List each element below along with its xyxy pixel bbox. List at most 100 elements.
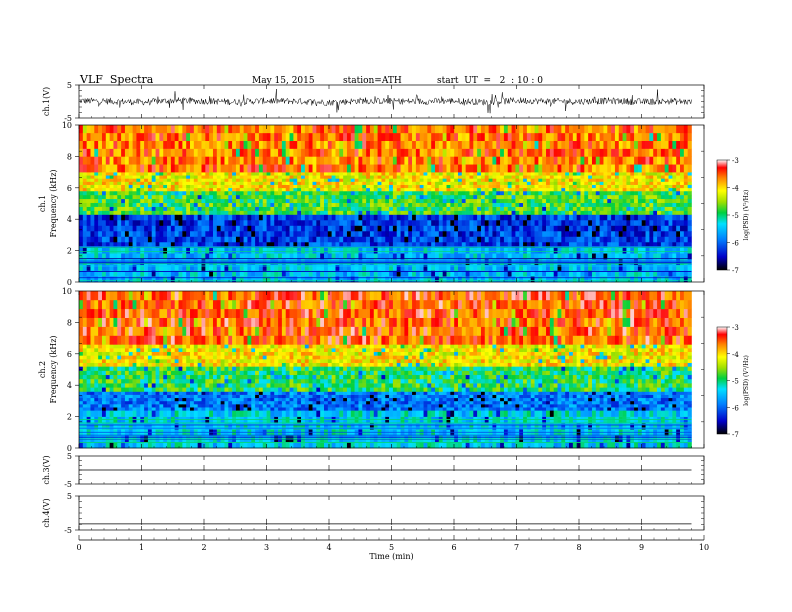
- ch1-spec-cell: [599, 247, 604, 254]
- ch1-spec-cell: [243, 206, 248, 211]
- ch1-spec-cell: [396, 172, 401, 176]
- ch1-spec-cell: [400, 206, 405, 211]
- ch1-spec-cell: [683, 181, 688, 185]
- ch1-spec-cell: [415, 241, 421, 248]
- ch1-spec-cell: [576, 206, 581, 211]
- ch1-spec-cell: [270, 132, 275, 141]
- ch1-spec-cell: [641, 187, 646, 192]
- ch1-spec-cell: [492, 219, 497, 226]
- ch1-spec-cell: [515, 198, 520, 204]
- ch1-spec-cell: [561, 202, 566, 207]
- ch1-spec-cell: [569, 230, 574, 237]
- ch1-spec-cell: [496, 264, 501, 271]
- ch1-spec-cell: [653, 276, 658, 283]
- ch1-spec-cell: [281, 184, 287, 189]
- ch1-spec-cell: [653, 210, 658, 215]
- ch1-spec-cell: [343, 172, 348, 176]
- ch1-spec-cell: [301, 202, 306, 207]
- ch1-spec-cell: [155, 264, 160, 271]
- ch1-spec-cell: [132, 184, 137, 189]
- ch1-spec-cell: [186, 184, 191, 189]
- ch1-spec-cell: [442, 164, 447, 173]
- ch1-spec-cell: [557, 125, 562, 134]
- ch1-spec-cell: [454, 172, 459, 176]
- ch1-spec-cell: [251, 156, 256, 165]
- ch1-spec-cell: [159, 172, 164, 176]
- ch1-spec-cell: [98, 219, 103, 226]
- ch1-spec-cell: [534, 178, 539, 182]
- ch1-spec-cell: [186, 219, 191, 226]
- ch1-spec-cell: [190, 202, 195, 207]
- ch1-spec-cell: [557, 190, 562, 196]
- ch1-spec-cell: [653, 253, 658, 260]
- ch1-spec-cell: [553, 178, 558, 182]
- ch1-spec-cell: [618, 236, 623, 243]
- ch1-spec-cell: [423, 236, 428, 243]
- ch1-spec-cell: [404, 210, 409, 215]
- ch1-spec-cell: [82, 187, 87, 192]
- ch1-spec-cell: [354, 172, 359, 176]
- ch1-spec-cell: [488, 187, 493, 192]
- ch1-spec-cell: [515, 225, 520, 232]
- ch1-spec-cell: [266, 181, 271, 185]
- ch1-spec-cell: [105, 210, 110, 215]
- ch1-spec-cell: [484, 225, 489, 232]
- ch1-spec-cell: [205, 132, 210, 141]
- ch1-spec-cell: [412, 219, 417, 226]
- ch1-spec-cell: [274, 175, 279, 179]
- ch1-spec-cell: [124, 172, 130, 176]
- ch1-spec-cell: [546, 156, 551, 165]
- ch1-spec-cell: [423, 202, 428, 207]
- ch1-spec-cell: [140, 214, 145, 221]
- ch1-spec-cell: [442, 132, 447, 141]
- ch1-spec-cell: [526, 140, 532, 149]
- ch1-spec-cell: [389, 219, 394, 226]
- ch1-spec-cell: [339, 187, 344, 192]
- ch1-spec-cell: [193, 214, 198, 221]
- ch1-spec-cell: [664, 219, 669, 226]
- ch1-spec-cell: [381, 264, 386, 271]
- ch1-spec-cell: [101, 247, 107, 254]
- ch1-spec-cell: [538, 230, 543, 237]
- ch1-spec-cell: [366, 156, 371, 165]
- ch1-spec-cell: [680, 178, 685, 182]
- ch1-spec-cell: [526, 241, 532, 248]
- ch1-spec-cell: [297, 172, 302, 176]
- ch1-spec-cell: [327, 230, 332, 237]
- ch1-spec-cell: [637, 175, 643, 179]
- ch1-spec-cell: [488, 225, 493, 232]
- ch1-spec-cell: [331, 219, 336, 226]
- ch1-spec-cell: [484, 172, 489, 176]
- ch1-spec-cell: [251, 198, 256, 204]
- ch1-spec-cell: [392, 156, 398, 165]
- ch1-spec-cell: [614, 214, 620, 221]
- ch1-spec-cell: [117, 148, 122, 157]
- ch1-spec-cell: [190, 210, 195, 215]
- ch1-spec-cell: [132, 187, 137, 192]
- ch1-spec-cell: [101, 230, 107, 237]
- ch1-spec-cell: [316, 210, 321, 215]
- ch1-spec-cell: [109, 190, 114, 196]
- ch1-spec-cell: [251, 214, 256, 221]
- ch1-spec-cell: [622, 184, 627, 189]
- ch1-spec-cell: [90, 214, 95, 221]
- ch1-spec-cell: [488, 210, 493, 215]
- ch1-spec-cell: [293, 175, 298, 179]
- ch1-spec-cell: [128, 241, 133, 248]
- ch1-spec-cell: [212, 178, 218, 182]
- ch1-spec-cell: [163, 253, 168, 260]
- ch1-spec-cell: [618, 253, 623, 260]
- ch1-spec-cell: [324, 132, 329, 141]
- ch1-spec-cell: [561, 225, 566, 232]
- ch1-spec-cell: [170, 236, 176, 243]
- ch1-spec-cell: [381, 202, 386, 207]
- ch1-spec-cell: [358, 164, 363, 173]
- ch1-spec-cell: [362, 214, 367, 221]
- ch1-spec-cell: [542, 206, 547, 211]
- ch1-spec-cell: [591, 225, 597, 232]
- ch1-spec-cell: [435, 148, 440, 157]
- ch1-spec-cell: [557, 187, 562, 192]
- ch1-spec-cell: [174, 184, 179, 189]
- ch1-spec-cell: [82, 210, 87, 215]
- ch1-spec-cell: [224, 202, 229, 207]
